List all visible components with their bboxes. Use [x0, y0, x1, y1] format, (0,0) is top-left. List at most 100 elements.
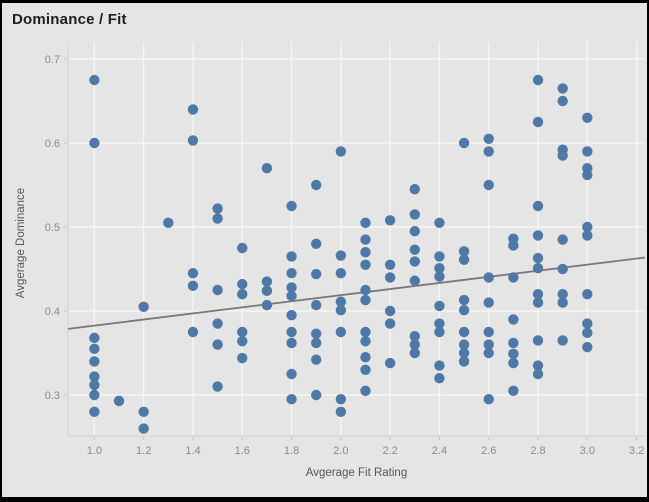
data-point[interactable] — [360, 364, 371, 376]
data-point[interactable] — [212, 284, 223, 296]
data-point[interactable] — [89, 343, 100, 355]
data-point[interactable] — [360, 246, 371, 258]
data-point[interactable] — [508, 348, 519, 360]
data-point[interactable] — [335, 296, 347, 307]
data-point[interactable] — [458, 347, 470, 359]
data-point[interactable] — [212, 318, 223, 329]
data-point[interactable] — [311, 299, 322, 311]
data-point[interactable] — [532, 262, 544, 274]
data-point[interactable] — [237, 278, 248, 290]
data-point[interactable] — [409, 225, 420, 237]
data-point[interactable] — [360, 259, 371, 270]
data-point[interactable] — [458, 246, 470, 257]
data-point[interactable] — [311, 179, 322, 191]
data-point[interactable] — [483, 297, 494, 308]
data-point[interactable] — [508, 337, 519, 349]
data-point[interactable] — [458, 356, 470, 367]
data-point[interactable] — [434, 360, 445, 371]
data-point[interactable] — [508, 385, 519, 397]
data-point[interactable] — [409, 244, 420, 255]
data-point[interactable] — [311, 328, 322, 339]
data-point[interactable] — [89, 406, 100, 418]
data-point[interactable] — [434, 262, 445, 274]
data-point[interactable] — [286, 200, 297, 212]
data-point[interactable] — [89, 379, 100, 391]
data-point[interactable] — [212, 381, 223, 392]
data-point[interactable] — [261, 299, 273, 311]
data-point[interactable] — [187, 326, 199, 338]
data-point[interactable] — [261, 285, 273, 297]
data-point[interactable] — [409, 331, 420, 342]
data-point[interactable] — [483, 146, 494, 157]
data-point[interactable] — [163, 217, 174, 228]
data-point[interactable] — [261, 276, 273, 287]
data-point[interactable] — [187, 267, 199, 279]
data-point[interactable] — [212, 339, 223, 350]
data-point[interactable] — [286, 251, 297, 262]
data-point[interactable] — [384, 318, 396, 329]
data-point[interactable] — [89, 389, 100, 401]
data-point[interactable] — [409, 339, 420, 350]
data-point[interactable] — [360, 326, 371, 338]
data-point[interactable] — [458, 304, 470, 316]
data-point[interactable] — [286, 326, 297, 338]
data-point[interactable] — [335, 326, 347, 338]
data-point[interactable] — [557, 83, 568, 94]
data-point[interactable] — [360, 385, 371, 397]
data-point[interactable] — [237, 242, 248, 254]
data-point[interactable] — [360, 234, 371, 245]
data-point[interactable] — [286, 394, 297, 405]
data-point[interactable] — [508, 357, 519, 369]
data-point[interactable] — [237, 352, 248, 364]
data-point[interactable] — [311, 337, 322, 349]
data-point[interactable] — [508, 272, 519, 283]
data-point[interactable] — [582, 169, 593, 181]
data-point[interactable] — [384, 305, 396, 317]
data-point[interactable] — [532, 116, 544, 128]
data-point[interactable] — [384, 215, 396, 226]
data-point[interactable] — [557, 335, 568, 346]
data-point[interactable] — [384, 272, 396, 283]
data-point[interactable] — [89, 74, 100, 86]
data-point[interactable] — [335, 394, 347, 405]
data-point[interactable] — [582, 112, 593, 123]
data-point[interactable] — [409, 209, 420, 220]
data-point[interactable] — [557, 150, 568, 161]
data-point[interactable] — [311, 389, 322, 401]
data-point[interactable] — [508, 314, 519, 325]
data-point[interactable] — [384, 259, 396, 270]
data-point[interactable] — [360, 352, 371, 363]
data-point[interactable] — [286, 368, 297, 380]
data-point[interactable] — [532, 297, 544, 308]
data-point[interactable] — [261, 162, 273, 174]
data-point[interactable] — [335, 146, 347, 157]
data-point[interactable] — [532, 335, 544, 346]
data-point[interactable] — [311, 238, 322, 249]
data-point[interactable] — [557, 263, 568, 275]
data-point[interactable] — [532, 289, 544, 300]
data-point[interactable] — [483, 326, 494, 338]
data-point[interactable] — [532, 74, 544, 86]
data-point[interactable] — [483, 272, 494, 283]
data-point[interactable] — [532, 200, 544, 212]
data-point[interactable] — [508, 240, 519, 251]
data-point[interactable] — [335, 250, 347, 261]
data-point[interactable] — [360, 284, 371, 296]
data-point[interactable] — [582, 230, 593, 241]
data-point[interactable] — [138, 301, 149, 313]
data-point[interactable] — [409, 183, 420, 195]
data-point[interactable] — [483, 339, 494, 350]
data-point[interactable] — [409, 275, 420, 286]
data-point[interactable] — [311, 268, 322, 280]
data-point[interactable] — [434, 251, 445, 262]
data-point[interactable] — [483, 133, 494, 144]
data-point[interactable] — [434, 326, 445, 338]
data-point[interactable] — [532, 252, 544, 264]
data-point[interactable] — [557, 289, 568, 300]
data-point[interactable] — [458, 339, 470, 350]
data-point[interactable] — [89, 371, 100, 382]
data-point[interactable] — [138, 406, 149, 418]
data-point[interactable] — [89, 332, 100, 344]
data-point[interactable] — [335, 406, 347, 418]
trend-line[interactable] — [67, 256, 646, 330]
